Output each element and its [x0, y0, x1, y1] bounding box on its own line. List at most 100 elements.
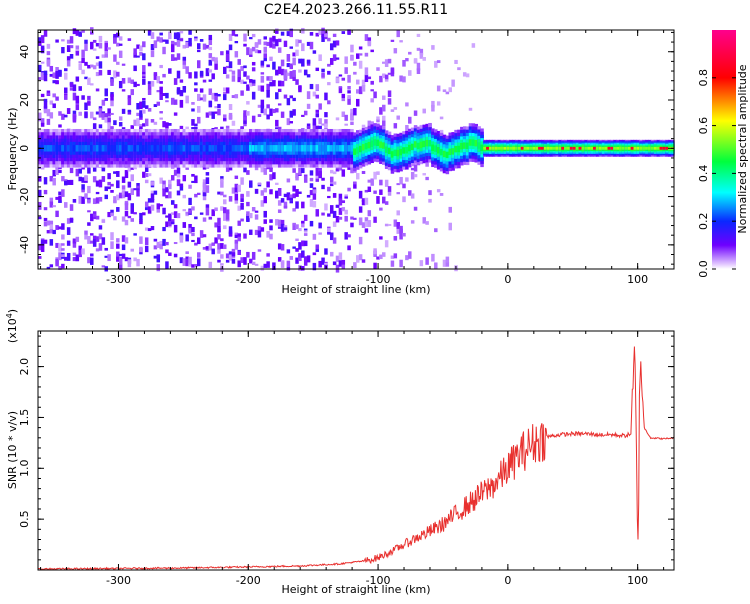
spectrogram-noise-cell — [208, 111, 213, 116]
spectrogram-noise-cell — [113, 171, 117, 174]
spectrogram-noise-cell — [289, 63, 293, 70]
spectrogram-noise-cell — [280, 111, 285, 118]
spectrogram-noise-cell — [121, 108, 126, 114]
spectrogram-noise-cell — [217, 243, 221, 250]
spectrogram-noise-cell — [344, 194, 348, 199]
spectrogram-noise-cell — [376, 256, 380, 260]
spectrogram-noise-cell — [332, 221, 337, 227]
spectrogram-noise-cell — [202, 189, 207, 197]
spectrogram-band-cell — [410, 143, 415, 151]
spectrogram-noise-cell — [136, 83, 140, 87]
spectrogram-noise-cell — [356, 89, 360, 94]
spectrogram-noise-cell — [384, 201, 389, 205]
spectrogram-noise-cell — [101, 117, 106, 120]
spectrogram-noise-cell — [58, 265, 62, 270]
spectrogram-noise-cell — [116, 243, 120, 249]
spectrogram-noise-cell — [257, 85, 262, 91]
spectrogram-noise-cell — [95, 236, 100, 242]
spectrogram-noise-cell — [107, 112, 111, 117]
spectrogram-noise-cell — [156, 264, 161, 272]
spectrogram-noise-cell — [327, 100, 331, 105]
spectrogram-noise-cell — [87, 102, 91, 106]
spectrogram-noise-cell — [150, 181, 155, 186]
spectrogram-noise-cell — [318, 29, 322, 36]
spectrogram-band-cell — [211, 145, 215, 152]
spectrogram-noise-cell — [240, 218, 244, 222]
spectrogram-noise-cell — [69, 167, 74, 174]
spectrogram-noise-cell — [104, 48, 108, 56]
spectrogram-noise-cell — [231, 70, 236, 75]
spectrogram-band-cell — [523, 146, 528, 150]
spectrogram-noise-cell — [367, 179, 372, 183]
spectrogram-noise-cell — [410, 220, 415, 224]
spectrogram-noise-cell — [101, 113, 106, 120]
spectrogram-noise-cell — [43, 207, 48, 211]
spectrogram-noise-cell — [295, 49, 299, 56]
spectrogram-noise-cell — [217, 108, 221, 116]
spectrogram-band-cell — [483, 146, 487, 150]
spectrogram-band-cell — [139, 145, 143, 152]
spectrogram-noise-cell — [277, 209, 282, 213]
spectrogram-noise-cell — [364, 189, 369, 193]
spectrogram-noise-cell — [98, 61, 103, 69]
spectrogram-noise-cell — [217, 217, 221, 226]
spectrogram-noise-cell — [315, 94, 320, 99]
spectrogram-noise-cell — [223, 225, 227, 230]
spectrogram-noise-cell — [254, 188, 259, 194]
spectrogram-noise-cell — [295, 224, 299, 230]
spectrogram-frame — [37, 29, 675, 270]
spectrogram-noise-cell — [116, 194, 120, 201]
spectrogram-noise-cell — [87, 199, 91, 204]
spectrogram-noise-cell — [90, 257, 94, 265]
spectrogram-noise-cell — [153, 40, 158, 49]
spectrogram-noise-cell — [43, 217, 48, 222]
spectrogram-band-cell — [95, 145, 100, 152]
spectrogram-band-cell — [642, 146, 646, 150]
spectrogram-noise-cell — [263, 36, 267, 40]
spectrogram-band-cell — [532, 146, 536, 150]
spectrogram-noise-cell — [387, 72, 392, 75]
spectrogram-noise-cell — [113, 216, 117, 221]
spectrogram-noise-cell — [173, 78, 178, 85]
spectrogram-noise-cell — [144, 166, 149, 172]
spectrogram-band-cell — [243, 145, 247, 152]
spectrogram-noise-cell — [373, 171, 377, 180]
spectrogram-noise-cell — [251, 251, 256, 260]
spectrogram-noise-cell — [55, 81, 59, 85]
spectrogram-noise-cell — [75, 29, 80, 36]
spectrogram-noise-cell — [124, 257, 129, 262]
spectrogram-noise-cell — [66, 227, 71, 235]
spectrogram-noise-cell — [107, 173, 111, 180]
spectrogram-noise-cell — [364, 217, 369, 223]
spectrogram-noise-cell — [277, 219, 282, 228]
spectrogram-noise-cell — [147, 228, 152, 232]
spectrogram-noise-cell — [329, 176, 334, 183]
spectrogram-noise-cell — [329, 57, 334, 65]
spectrogram-band-cell — [387, 147, 392, 155]
spectrogram-noise-cell — [251, 261, 256, 265]
spectrogram-noise-cell — [356, 173, 360, 180]
spectrogram-noise-cell — [237, 220, 241, 226]
spectrogram-noise-cell — [142, 74, 146, 77]
spectrogram-band-cell — [249, 145, 253, 152]
spectrogram-band-cell — [286, 145, 291, 152]
spectrogram-band-cell — [419, 141, 424, 149]
spectrogram-noise-cell — [387, 186, 392, 192]
spectrogram-noise-cell — [396, 183, 400, 186]
spectrogram-band-cell — [549, 146, 554, 150]
spectrogram-noise-cell — [107, 117, 111, 124]
spectrogram-noise-cell — [390, 255, 395, 259]
spectrogram-band-cell — [81, 145, 85, 152]
spectrogram-noise-cell — [405, 255, 409, 261]
spectrogram-noise-cell — [457, 67, 461, 71]
spectrogram-noise-cell — [277, 38, 282, 43]
spectrogram-noise-cell — [153, 255, 158, 259]
spectrogram-noise-cell — [150, 190, 155, 194]
spectrogram-noise-cell — [223, 212, 227, 221]
spectrogram-noise-cell — [121, 63, 126, 66]
spectrogram-noise-cell — [127, 167, 132, 172]
spectrogram-noise-cell — [263, 187, 267, 193]
spectrogram-band-cell — [462, 142, 467, 149]
spectrogram-noise-cell — [110, 94, 114, 101]
